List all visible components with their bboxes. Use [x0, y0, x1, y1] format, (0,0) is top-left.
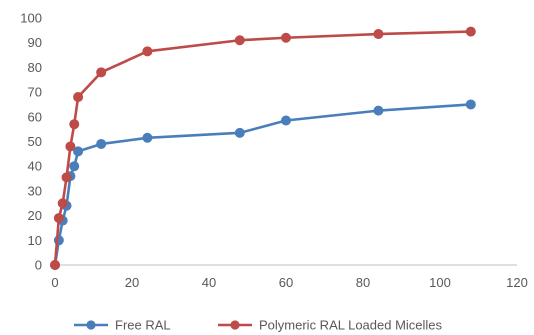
legend-item: Polymeric RAL Loaded Micelles: [218, 318, 443, 333]
y-tick-label: 40: [28, 159, 42, 174]
data-point: [96, 138, 107, 149]
data-point: [142, 132, 153, 143]
data-point: [73, 146, 84, 157]
data-point: [280, 32, 291, 43]
data-point: [61, 172, 72, 183]
data-point: [373, 29, 384, 40]
series-free-ral: [50, 99, 476, 270]
data-point: [142, 46, 153, 57]
x-tick-label: 20: [125, 275, 139, 290]
x-tick-label: 60: [279, 275, 293, 290]
data-point: [234, 127, 245, 138]
y-tick-label: 90: [28, 35, 42, 50]
legend-item: Free RAL: [74, 318, 171, 333]
data-point: [280, 115, 291, 126]
data-point: [73, 92, 84, 103]
data-point: [234, 35, 245, 46]
x-tick-label: 100: [429, 275, 451, 290]
x-tick-label: 120: [506, 275, 528, 290]
y-tick-label: 20: [28, 208, 42, 223]
data-point: [69, 161, 80, 172]
x-tick-label: 0: [51, 275, 58, 290]
data-point: [465, 99, 476, 110]
legend-label: Free RAL: [115, 318, 171, 333]
data-point: [96, 67, 107, 78]
series-layer: [50, 26, 476, 270]
data-point: [53, 213, 64, 224]
series-line: [53, 30, 473, 267]
y-tick-label: 70: [28, 85, 42, 100]
y-tick-label: 80: [28, 60, 42, 75]
x-tick-label: 80: [356, 275, 370, 290]
data-point: [69, 119, 80, 130]
x-tick-label: 40: [202, 275, 216, 290]
y-tick-label: 0: [35, 258, 42, 273]
y-tick-label: 60: [28, 109, 42, 124]
data-point: [65, 141, 76, 152]
y-tick-label: 50: [28, 134, 42, 149]
legend-label: Polymeric RAL Loaded Micelles: [259, 318, 443, 333]
series-polymeric-ral-loaded-micelles: [50, 26, 476, 270]
legend-marker: [230, 320, 240, 330]
y-tick-label: 100: [20, 11, 42, 26]
data-point: [50, 259, 61, 270]
y-tick-label: 30: [28, 183, 42, 198]
legend-marker: [86, 320, 96, 330]
data-point: [373, 105, 384, 116]
data-point: [57, 198, 68, 209]
axes: 0 10 20 30 40 50 60 70 80 90 100 0 20 40 60 80 100 120: [20, 11, 528, 291]
data-point: [465, 26, 476, 37]
legend: Free RAL Polymeric RAL Loaded Micelles: [74, 318, 443, 333]
series-line: [53, 103, 473, 267]
y-tick-label: 10: [28, 233, 42, 248]
